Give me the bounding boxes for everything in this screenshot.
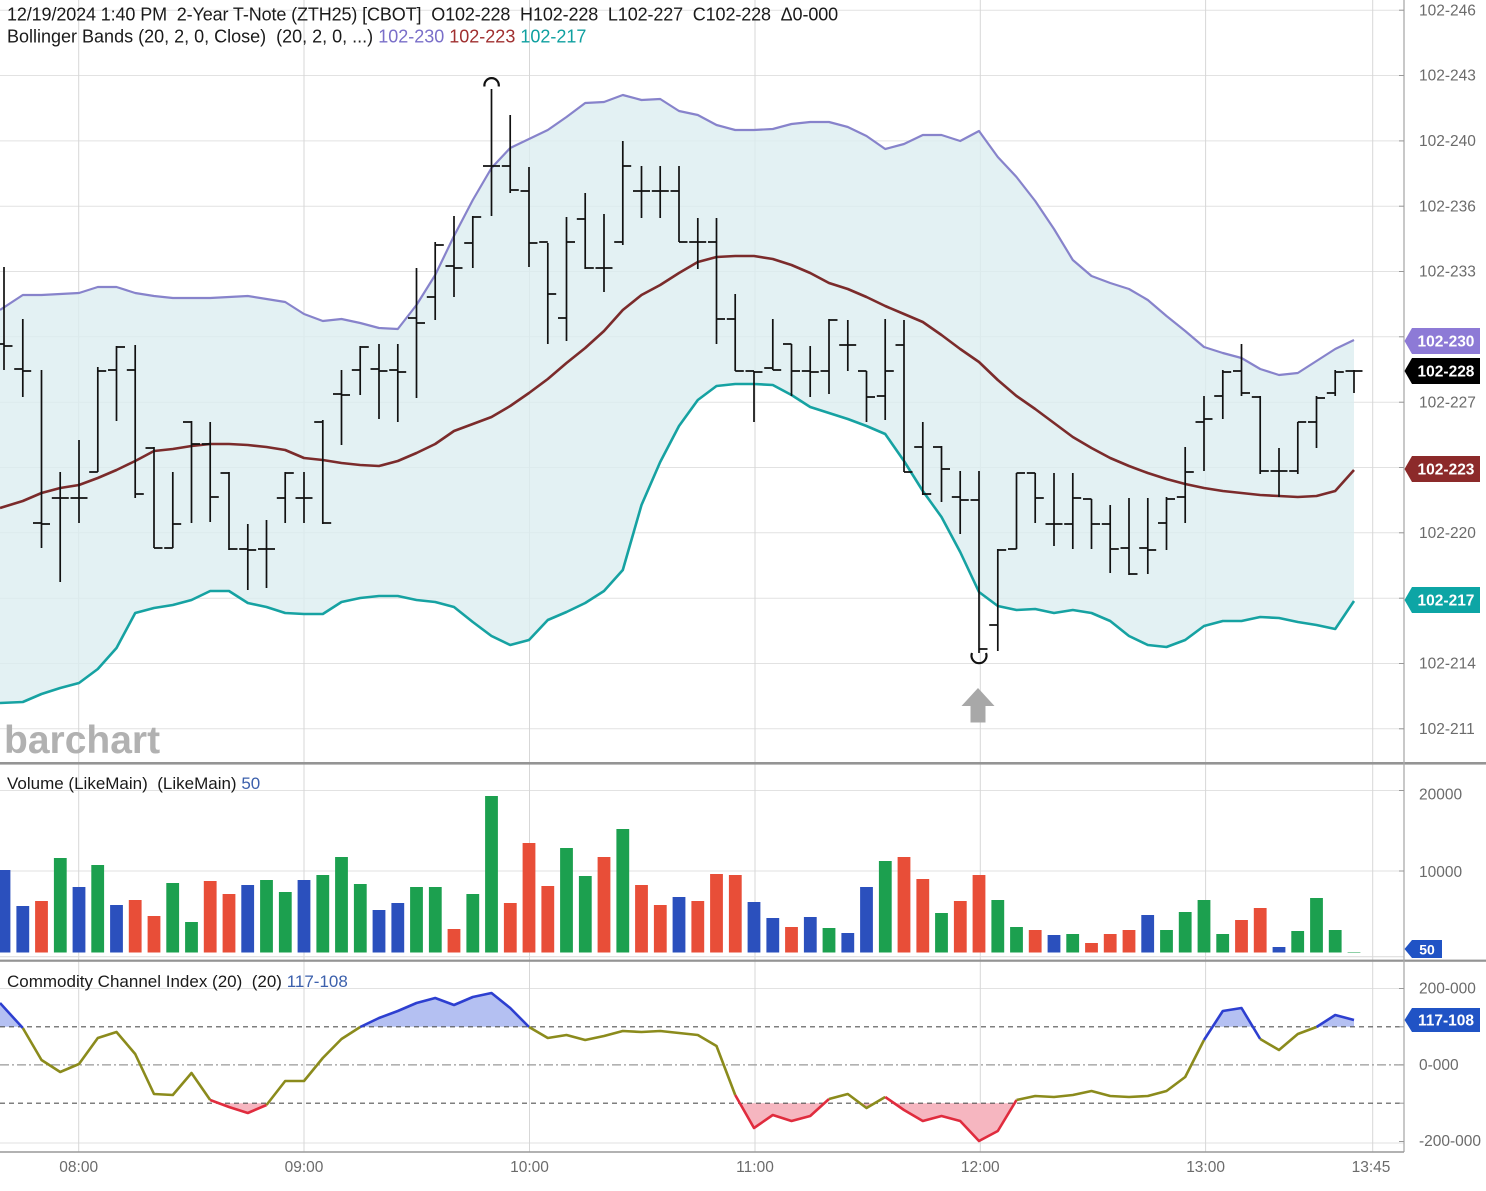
svg-text:09:00: 09:00 xyxy=(285,1159,324,1176)
svg-text:50: 50 xyxy=(1419,941,1435,957)
svg-text:13:45: 13:45 xyxy=(1352,1159,1391,1176)
svg-text:102-217: 102-217 xyxy=(1418,592,1475,609)
svg-text:102-240: 102-240 xyxy=(1419,133,1476,150)
svg-text:13:00: 13:00 xyxy=(1186,1159,1225,1176)
svg-text:11:00: 11:00 xyxy=(736,1159,774,1176)
svg-text:20000: 20000 xyxy=(1419,787,1462,804)
svg-text:117-108: 117-108 xyxy=(1418,1012,1474,1029)
svg-text:Volume (LikeMain) (LikeMain): Volume (LikeMain) (LikeMain) 50 xyxy=(7,774,260,793)
svg-text:10:00: 10:00 xyxy=(510,1159,549,1176)
svg-text:Commodity Channel Index (20): Commodity Channel Index (20) (20) 117-10… xyxy=(7,972,348,991)
svg-text:102-227: 102-227 xyxy=(1419,394,1476,411)
svg-text:08:00: 08:00 xyxy=(59,1159,98,1176)
svg-text:12/19/2024 1:40 PM 2-Year T-N: 12/19/2024 1:40 PM 2-Year T-Note (ZTH25)… xyxy=(7,5,838,25)
svg-text:-200-000: -200-000 xyxy=(1419,1133,1481,1150)
svg-text:102-246: 102-246 xyxy=(1419,2,1476,19)
svg-text:102-211: 102-211 xyxy=(1419,721,1475,738)
svg-text:102-220: 102-220 xyxy=(1419,525,1476,542)
svg-text:Bollinger Bands (20, 2, 0, Clo: Bollinger Bands (20, 2, 0, Close) (20, 2… xyxy=(7,27,586,47)
svg-text:barchart: barchart xyxy=(4,719,160,762)
svg-text:200-000: 200-000 xyxy=(1419,981,1476,998)
svg-text:0-000: 0-000 xyxy=(1419,1057,1459,1074)
svg-text:102-223: 102-223 xyxy=(1418,461,1475,478)
svg-text:10000: 10000 xyxy=(1419,864,1462,881)
svg-text:102-243: 102-243 xyxy=(1419,68,1476,85)
svg-text:102-230: 102-230 xyxy=(1418,333,1475,350)
svg-text:12:00: 12:00 xyxy=(961,1159,1000,1176)
svg-text:102-233: 102-233 xyxy=(1419,264,1476,281)
svg-text:102-214: 102-214 xyxy=(1419,656,1476,673)
svg-text:102-236: 102-236 xyxy=(1419,198,1476,215)
svg-text:102-228: 102-228 xyxy=(1418,363,1475,380)
